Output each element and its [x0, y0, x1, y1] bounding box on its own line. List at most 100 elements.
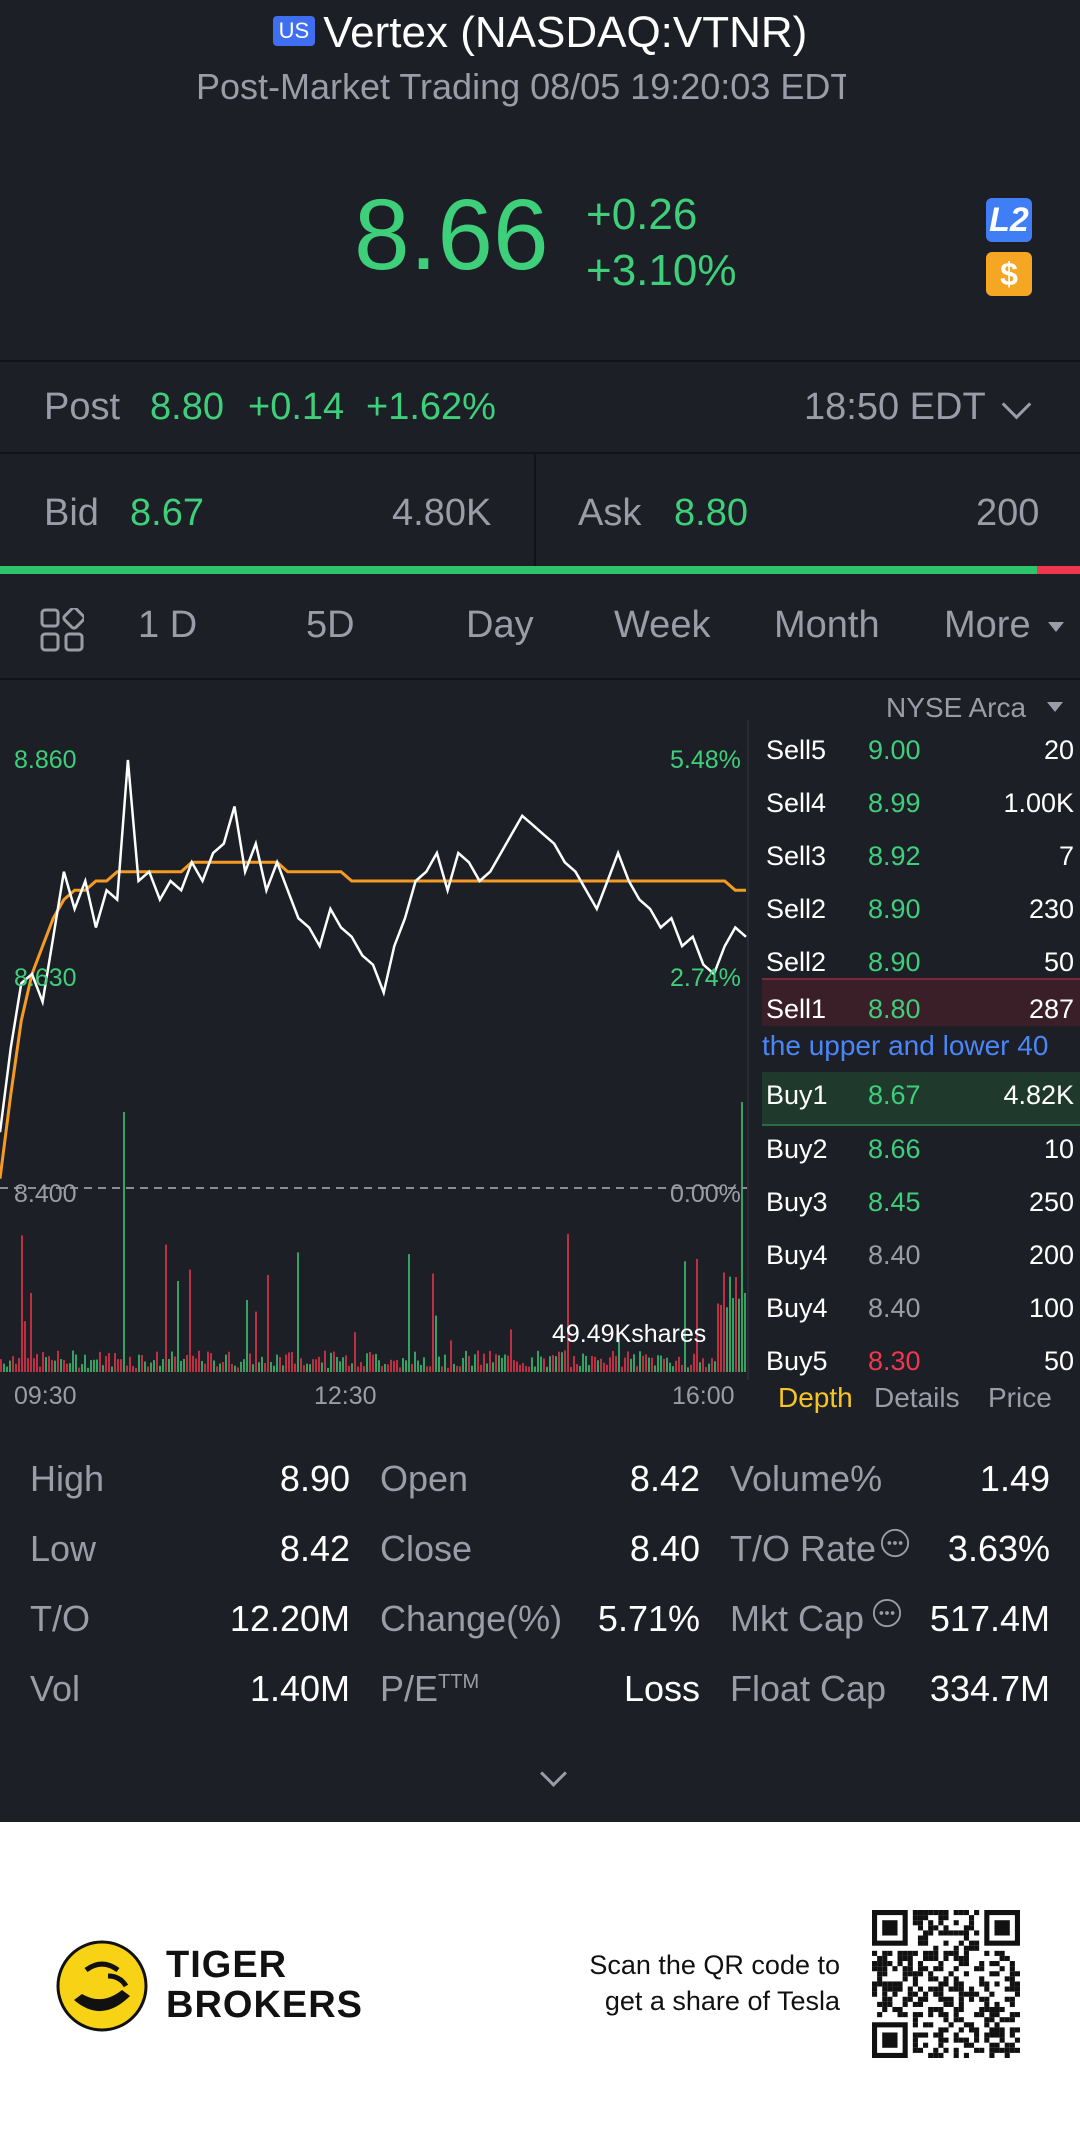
- level2-icon[interactable]: L2: [986, 198, 1032, 242]
- stat-label: Low: [30, 1528, 97, 1569]
- expand-chevron-icon[interactable]: [540, 1760, 567, 1787]
- dollar-icon[interactable]: $: [986, 252, 1032, 296]
- info-more-icon[interactable]: [872, 1598, 902, 1628]
- volume-bar: [9, 1360, 11, 1372]
- quote-header: US Vertex (NASDAQ:VTNR) Post-Market Tradi…: [0, 0, 1080, 360]
- bid-row: Buy4 8.40 200: [762, 1232, 1080, 1284]
- volume-bar: [270, 1361, 272, 1372]
- volume-bar: [3, 1363, 5, 1372]
- volume-bar: [54, 1360, 56, 1372]
- volume-bar: [171, 1351, 173, 1372]
- volume-bar: [399, 1367, 401, 1372]
- volume-bar: [186, 1355, 188, 1372]
- bid-level-qty: 50: [1043, 1346, 1074, 1376]
- volume-bar: [174, 1356, 176, 1372]
- volume-bar: [165, 1244, 167, 1372]
- volume-bar: [75, 1354, 77, 1372]
- volume-bar: [105, 1356, 107, 1372]
- ask-row: Sell2 8.90 230: [762, 886, 1080, 938]
- volume-bar: [618, 1332, 620, 1372]
- volume-bar: [435, 1315, 437, 1372]
- price-change: +0.26: [586, 190, 698, 239]
- volume-bar: [357, 1366, 359, 1372]
- post-change: +0.14: [248, 386, 345, 428]
- bid-row: Buy3 8.45 250: [762, 1179, 1080, 1231]
- volume-bar: [561, 1352, 563, 1372]
- volume-bar: [387, 1364, 389, 1372]
- volume-bar: [231, 1363, 233, 1372]
- tab-week[interactable]: Week: [614, 604, 711, 646]
- volume-bar: [486, 1363, 488, 1372]
- volume-bar: [351, 1363, 353, 1372]
- volume-bar: [726, 1307, 728, 1372]
- bid-level-label: Buy3: [766, 1187, 828, 1217]
- post-market-row[interactable]: Post 8.80 +0.14 +1.62% 18:50 EDT: [0, 362, 1080, 452]
- volume-bar: [603, 1362, 605, 1372]
- volume-bar: [57, 1350, 59, 1372]
- tab-day[interactable]: Day: [466, 604, 534, 646]
- tab-details[interactable]: Details: [874, 1382, 960, 1413]
- bid-level-label: Buy1: [766, 1080, 828, 1110]
- bid-level-qty: 200: [1028, 1240, 1074, 1270]
- volume-bar: [477, 1350, 479, 1372]
- tab-1d[interactable]: 1 D: [138, 604, 198, 646]
- volume-bar: [453, 1363, 455, 1372]
- volume-bar: [219, 1363, 221, 1372]
- volume-bar: [468, 1356, 470, 1372]
- timeframe-tabs: 1 D 5D Day Week Month More: [0, 574, 1080, 678]
- volume-bar: [378, 1360, 380, 1372]
- volume-bar: [543, 1358, 545, 1372]
- volume-bar: [339, 1361, 341, 1372]
- volume-bar: [21, 1235, 23, 1372]
- volume-bar: [48, 1356, 50, 1372]
- volume-bar: [363, 1366, 365, 1372]
- tab-more[interactable]: More: [944, 604, 1031, 646]
- post-label: Post: [44, 386, 121, 428]
- info-more-icon[interactable]: [880, 1528, 910, 1558]
- volume-bar: [12, 1356, 14, 1372]
- trading-status: Post-Market Trading 08/05 19:20:03 EDT: [196, 66, 846, 107]
- ask-level-qty: 50: [1043, 947, 1074, 977]
- bid-price: 8.67: [130, 492, 204, 534]
- ask-level-price: 8.80: [868, 994, 921, 1024]
- tab-depth[interactable]: Depth: [778, 1382, 853, 1413]
- caret-down-icon: [1047, 702, 1063, 712]
- volume-bar: [492, 1362, 494, 1372]
- exchange-selector[interactable]: NYSE Arca: [886, 692, 1027, 723]
- volume-bar: [294, 1363, 296, 1372]
- volume-bar: [132, 1366, 134, 1372]
- intraday-chart[interactable]: [0, 720, 760, 1400]
- volume-bar: [558, 1351, 560, 1372]
- volume-bar: [300, 1358, 302, 1372]
- stat-label: Float Cap: [730, 1668, 887, 1709]
- volume-bar: [420, 1364, 422, 1372]
- divider: [0, 678, 1080, 680]
- volume-bar: [213, 1360, 215, 1372]
- grid-layout-icon[interactable]: [40, 608, 84, 652]
- volume-bar: [744, 1292, 746, 1372]
- volume-bar: [198, 1350, 200, 1372]
- tab-5d[interactable]: 5D: [306, 604, 355, 646]
- volume-bar: [624, 1357, 626, 1372]
- volume-bar: [498, 1355, 500, 1372]
- average-price-line: [0, 860, 746, 1179]
- bid-size: 4.80K: [392, 492, 492, 534]
- market-badge: US: [272, 16, 316, 47]
- volume-bar: [168, 1359, 170, 1372]
- tab-price[interactable]: Price: [988, 1382, 1052, 1413]
- volume-bar: [246, 1299, 248, 1372]
- volume-bar: [261, 1356, 263, 1372]
- volume-bar: [66, 1363, 68, 1372]
- volume-bar: [438, 1356, 440, 1372]
- volume-bar: [303, 1365, 305, 1372]
- volume-bar: [447, 1367, 449, 1372]
- volume-bar: [678, 1356, 680, 1372]
- volume-bar: [513, 1360, 515, 1372]
- volume-bar: [255, 1311, 257, 1372]
- x-tick-open: 09:30: [14, 1382, 77, 1410]
- volume-bar: [114, 1353, 116, 1372]
- brand-name-line2: BROKERS: [166, 1984, 364, 2026]
- volume-bar: [327, 1367, 329, 1372]
- volume-bar: [234, 1365, 236, 1372]
- tab-month[interactable]: Month: [774, 604, 880, 646]
